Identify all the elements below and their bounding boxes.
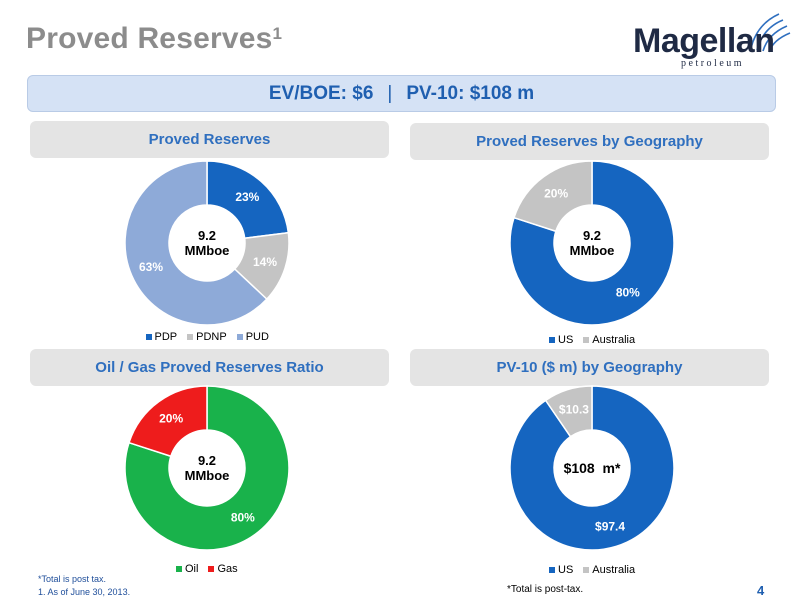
legend-label: Australia bbox=[592, 564, 636, 576]
slice-oil bbox=[124, 385, 290, 551]
ev-boe-metric: EV/BOE: $6 bbox=[268, 82, 374, 104]
legend-swatch bbox=[549, 567, 555, 573]
donut-center-label: $108 m* bbox=[554, 459, 630, 476]
slice-label-oil: 80% bbox=[231, 510, 255, 524]
legend-label: PDNP bbox=[196, 331, 227, 343]
page-title: Proved Reserves1 bbox=[26, 22, 282, 56]
donut-svg: 80% 20% bbox=[509, 160, 675, 326]
legend-item-us: US bbox=[549, 334, 573, 346]
slice-gas bbox=[128, 385, 208, 458]
slice-label-pdp: 23% bbox=[235, 190, 259, 204]
donut-chart-oil-gas: 80% 20% 9.2 MMboe bbox=[124, 385, 290, 551]
legend-label: Oil bbox=[185, 563, 199, 575]
slice-label-australia: $10.3 bbox=[559, 403, 589, 417]
donut-center-label: 9.2 MMboe bbox=[554, 228, 630, 258]
legend-label: US bbox=[558, 334, 574, 346]
panel-header-proved-reserves: Proved Reserves bbox=[30, 121, 389, 158]
valuation-banner: EV/BOE: $6 | PV-10: $108 m bbox=[27, 75, 776, 112]
legend-item-gas: Gas bbox=[208, 563, 238, 575]
pv10-metric: PV-10: $108 m bbox=[406, 82, 535, 104]
slice-pud bbox=[124, 160, 268, 326]
slice-label-australia: 20% bbox=[544, 187, 568, 201]
legend-label: Gas bbox=[217, 563, 238, 575]
donut-chart-reserves-geography: 80% 20% 9.2 MMboe bbox=[509, 160, 675, 326]
center-label-line: 9.2 bbox=[197, 453, 217, 468]
donut-svg: 80% 20% bbox=[124, 385, 290, 551]
donut-chart-pv10: $97.4 $10.3 $108 m* bbox=[509, 385, 675, 551]
logo-arcs-icon bbox=[750, 13, 791, 53]
company-logo: Magellan petroleum bbox=[633, 4, 793, 70]
chart-legend: Oil Gas bbox=[176, 563, 238, 575]
panel-header-geography: Proved Reserves by Geography bbox=[410, 123, 769, 160]
legend-swatch bbox=[187, 334, 194, 340]
legend-swatch bbox=[236, 334, 243, 340]
footnote-post-tax-center: *Total is post-tax. bbox=[507, 584, 584, 595]
donut-center-label: 9.2 MMboe bbox=[169, 453, 245, 483]
page-number: 4 bbox=[757, 583, 765, 598]
legend-swatch bbox=[549, 337, 555, 343]
center-label-line: 9.2 bbox=[197, 228, 217, 243]
donut-chart-proved-reserves: 23% 14% 63% 9.2 MMboe bbox=[124, 160, 290, 326]
slice-pdp bbox=[206, 160, 290, 240]
slice-australia bbox=[544, 385, 593, 438]
chart-legend: US Australia bbox=[549, 334, 635, 346]
legend-item-oil: Oil bbox=[176, 563, 198, 575]
panel-header-oil-gas-ratio: Oil / Gas Proved Reserves Ratio bbox=[30, 349, 389, 386]
slice-us bbox=[509, 385, 675, 551]
legend-item-pud: PUD bbox=[236, 331, 269, 343]
logo-wordmark: Magellan bbox=[633, 22, 775, 60]
legend-swatch bbox=[583, 567, 590, 573]
legend-label: PDP bbox=[154, 331, 178, 343]
slice-label-pdnp: 14% bbox=[253, 255, 277, 269]
legend-swatch bbox=[145, 334, 152, 340]
legend-label: PUD bbox=[245, 331, 269, 343]
legend-swatch bbox=[583, 337, 590, 343]
legend-label: US bbox=[558, 564, 574, 576]
slice-label-pud: 63% bbox=[139, 260, 163, 274]
legend-swatch bbox=[208, 566, 215, 572]
legend-item-australia: Australia bbox=[583, 564, 635, 576]
chart-legend: PDP PDNP PUD bbox=[145, 331, 269, 343]
donut-svg: $97.4 $10.3 bbox=[509, 385, 675, 551]
legend-item-australia: Australia bbox=[583, 334, 635, 346]
center-label-line: MMboe bbox=[184, 243, 230, 258]
legend-item-pdnp: PDNP bbox=[187, 331, 227, 343]
legend-swatch bbox=[176, 566, 182, 572]
slice-australia bbox=[513, 160, 593, 233]
legend-item-pdp: PDP bbox=[145, 331, 178, 343]
panel-header-pv10-geography: PV-10 ($ m) by Geography bbox=[410, 349, 769, 386]
logo-subtitle: petroleum bbox=[681, 58, 745, 69]
center-label-line: MMboe bbox=[569, 243, 615, 258]
slice-us bbox=[509, 160, 675, 326]
center-label-line: $108 m* bbox=[563, 459, 621, 476]
center-label-line: MMboe bbox=[184, 468, 230, 483]
donut-center-label: 9.2 MMboe bbox=[169, 228, 245, 258]
slice-label-us: $97.4 bbox=[595, 519, 625, 533]
donut-svg: 23% 14% 63% bbox=[124, 160, 290, 326]
center-label-line: 9.2 bbox=[582, 228, 602, 243]
slice-label-us: 80% bbox=[616, 285, 640, 299]
banner-separator: | bbox=[387, 82, 393, 104]
footnote-post-tax: *Total is post tax. bbox=[38, 574, 107, 584]
page-title-text: Proved Reserves bbox=[26, 22, 273, 55]
legend-item-us: US bbox=[549, 564, 573, 576]
title-footnote-marker: 1 bbox=[272, 24, 283, 43]
legend-label: Australia bbox=[592, 334, 636, 346]
chart-legend: US Australia bbox=[549, 564, 635, 576]
slice-label-gas: 20% bbox=[159, 412, 183, 426]
footnote-as-of-date: 1. As of June 30, 2013. bbox=[38, 587, 131, 597]
